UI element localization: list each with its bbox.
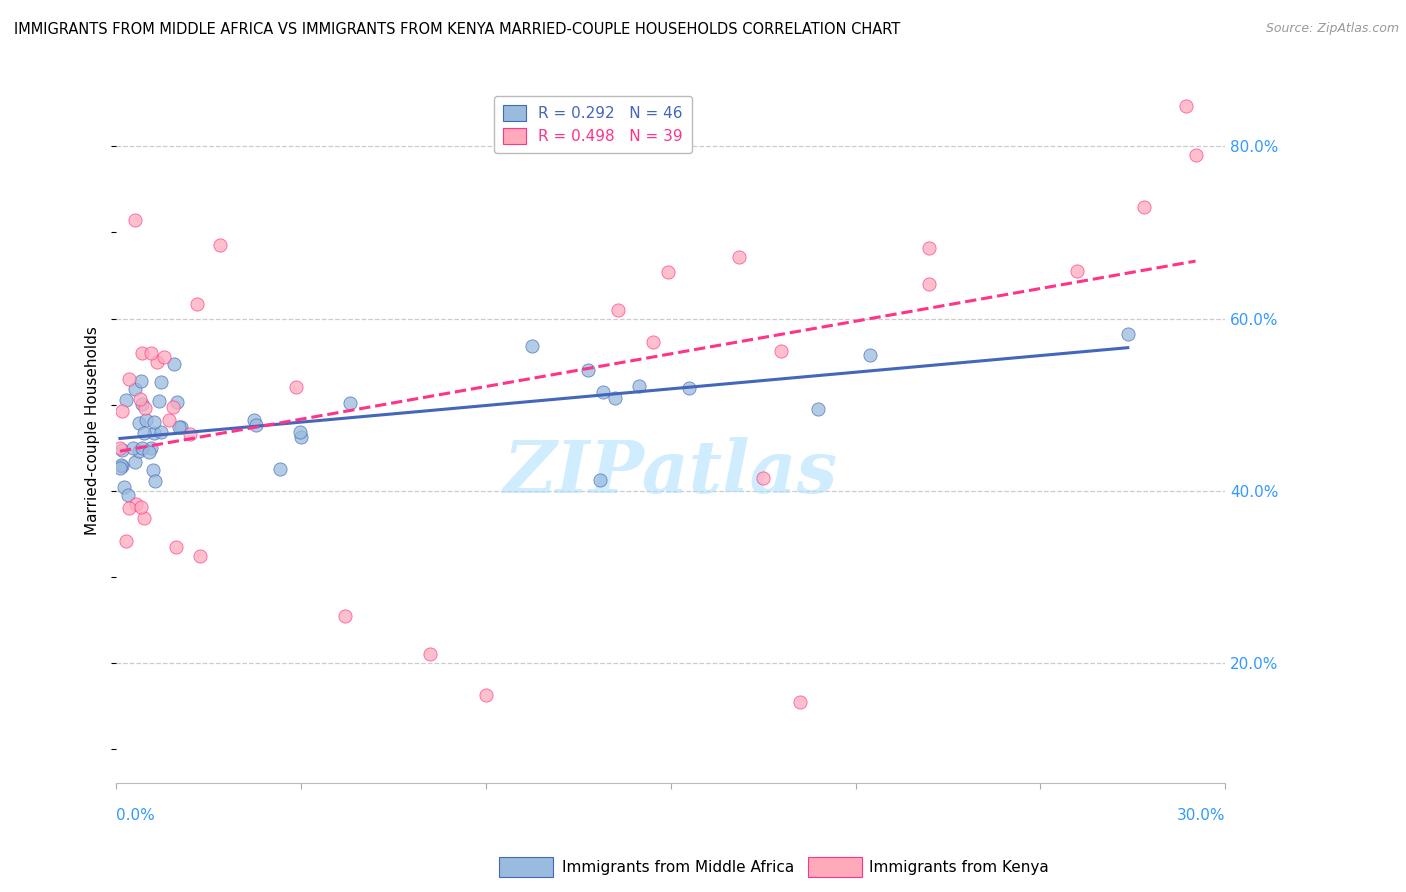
Point xyxy=(592,385,614,400)
Point xyxy=(290,430,312,444)
Point xyxy=(124,383,146,397)
Point xyxy=(167,420,190,434)
Point xyxy=(134,510,156,524)
Point xyxy=(157,413,180,427)
Point xyxy=(1184,148,1206,162)
Point xyxy=(132,426,155,441)
Point xyxy=(859,348,882,362)
Point xyxy=(520,339,543,353)
Point xyxy=(131,375,153,389)
Point xyxy=(142,426,165,441)
Point xyxy=(1133,200,1156,214)
Point xyxy=(243,413,266,427)
Point xyxy=(108,441,131,455)
Point xyxy=(135,413,157,427)
Point xyxy=(162,401,184,415)
Point xyxy=(115,534,138,549)
Text: 30.0%: 30.0% xyxy=(1177,808,1225,823)
Point xyxy=(129,500,152,515)
Point xyxy=(131,442,153,456)
Point xyxy=(607,303,630,318)
Point xyxy=(190,549,212,563)
Point xyxy=(1066,264,1088,278)
Point xyxy=(807,402,830,417)
Point xyxy=(1174,99,1197,113)
Point xyxy=(131,346,153,360)
Point xyxy=(752,471,775,485)
Point xyxy=(149,425,172,440)
Y-axis label: Married-couple Households: Married-couple Households xyxy=(86,326,100,535)
Point xyxy=(163,357,186,371)
Point xyxy=(139,442,162,456)
Point xyxy=(118,372,141,386)
Point xyxy=(110,459,132,474)
Point xyxy=(269,461,291,475)
Point xyxy=(166,395,188,409)
Point xyxy=(110,458,132,472)
Point xyxy=(125,497,148,511)
Point xyxy=(150,375,173,389)
Point xyxy=(335,608,357,623)
Point xyxy=(124,455,146,469)
Point xyxy=(605,391,627,405)
Point xyxy=(117,500,139,515)
Point xyxy=(284,380,307,394)
Point xyxy=(918,277,941,291)
Text: Immigrants from Kenya: Immigrants from Kenya xyxy=(869,861,1049,875)
Point xyxy=(122,441,145,455)
Point xyxy=(657,265,679,279)
Point xyxy=(114,392,136,407)
Point xyxy=(111,443,134,458)
Point xyxy=(589,473,612,487)
Point xyxy=(628,379,651,393)
Point xyxy=(142,415,165,429)
Point xyxy=(142,463,165,477)
Point xyxy=(153,351,176,365)
Text: Immigrants from Middle Africa: Immigrants from Middle Africa xyxy=(562,861,794,875)
Point xyxy=(576,362,599,376)
Point xyxy=(288,425,311,439)
Point xyxy=(1116,326,1139,341)
Point xyxy=(148,393,170,408)
Point xyxy=(245,418,267,433)
Point xyxy=(419,648,441,662)
Point xyxy=(112,480,135,494)
Point xyxy=(643,335,665,350)
Point xyxy=(475,688,498,702)
Point xyxy=(134,401,156,416)
Point xyxy=(146,354,169,368)
Point xyxy=(131,397,153,411)
Point xyxy=(128,416,150,430)
Point xyxy=(339,396,361,410)
Text: IMMIGRANTS FROM MIDDLE AFRICA VS IMMIGRANTS FROM KENYA MARRIED-COUPLE HOUSEHOLDS: IMMIGRANTS FROM MIDDLE AFRICA VS IMMIGRA… xyxy=(14,22,900,37)
Point xyxy=(179,427,201,442)
Point xyxy=(769,343,792,358)
Point xyxy=(141,346,163,360)
Point xyxy=(129,392,152,406)
Point xyxy=(678,380,700,394)
Point xyxy=(128,443,150,458)
Point xyxy=(728,250,751,264)
Point xyxy=(143,474,166,488)
Point xyxy=(165,540,187,554)
Point xyxy=(111,404,134,418)
Text: ZIPatlas: ZIPatlas xyxy=(503,437,838,508)
Point xyxy=(138,445,160,459)
Text: Source: ZipAtlas.com: Source: ZipAtlas.com xyxy=(1265,22,1399,36)
Point xyxy=(170,420,193,434)
Point xyxy=(117,487,139,501)
Point xyxy=(186,296,208,310)
Text: 0.0%: 0.0% xyxy=(117,808,155,823)
Point xyxy=(108,461,131,475)
Legend: R = 0.292   N = 46, R = 0.498   N = 39: R = 0.292 N = 46, R = 0.498 N = 39 xyxy=(494,95,692,153)
Point xyxy=(789,695,811,709)
Point xyxy=(208,238,231,252)
Point xyxy=(918,241,941,255)
Point xyxy=(124,212,146,227)
